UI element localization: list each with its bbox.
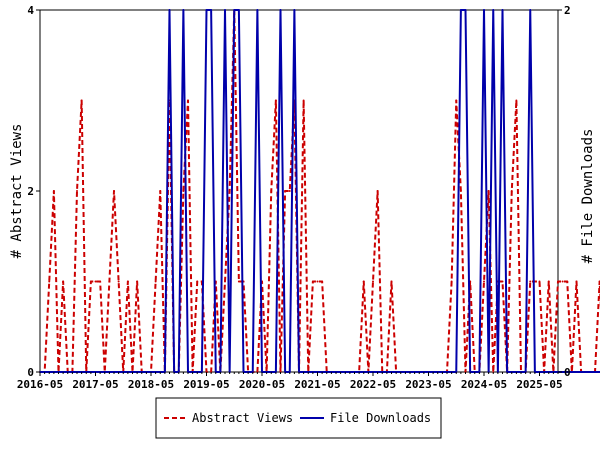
data-point	[108, 280, 111, 283]
data-point	[589, 371, 592, 373]
data-point	[62, 280, 65, 283]
data-point	[233, 9, 236, 11]
data-point	[284, 190, 287, 192]
data-point	[274, 99, 277, 102]
x-tick-label: 2019-05	[183, 378, 229, 391]
axis-layer: 2016-05 2017-05 2018-05 2019-05 2020-05 2021-…	[17, 4, 571, 391]
data-point	[580, 371, 583, 373]
data-point	[168, 9, 171, 11]
data-point	[584, 371, 587, 373]
data-point	[270, 190, 273, 192]
data-point	[154, 280, 157, 283]
y-left-tick-label: 2	[27, 185, 34, 198]
data-point	[182, 190, 185, 192]
y-left-tick-label: 4	[27, 4, 34, 17]
data-point	[136, 280, 139, 283]
data-point	[566, 371, 569, 373]
y-right-tick-label: 2	[564, 4, 571, 17]
data-point	[99, 280, 102, 283]
data-point	[89, 280, 92, 283]
data-point	[362, 280, 365, 283]
data-point	[302, 99, 305, 102]
data-point	[515, 99, 518, 102]
data-point	[547, 280, 550, 283]
data-point	[256, 9, 259, 11]
data-point	[311, 280, 314, 283]
legend-label-file-downloads: File Downloads	[330, 411, 431, 425]
data-point	[224, 280, 226, 283]
data-point	[288, 190, 291, 192]
data-point	[459, 9, 462, 11]
x-tick-label: 2022-05	[350, 378, 396, 391]
data-point	[529, 280, 532, 283]
data-point	[94, 280, 97, 283]
data-point	[228, 190, 231, 192]
data-point	[52, 190, 55, 192]
data-point	[187, 99, 189, 102]
y-right-axis-title: # File Downloads	[580, 129, 596, 264]
data-point	[205, 9, 208, 11]
x-tick-label: 2025-05	[516, 378, 562, 391]
x-tick-label: 2023-05	[405, 378, 451, 391]
data-point	[510, 190, 513, 192]
data-point	[321, 280, 324, 283]
data-point	[464, 9, 467, 11]
data-point	[159, 190, 162, 192]
series-line-file-downloads	[40, 9, 600, 373]
data-point	[570, 371, 573, 373]
x-tick-label: 2017-05	[72, 378, 118, 391]
data-point	[501, 280, 504, 283]
data-point	[557, 280, 559, 283]
x-tick-label: 2021-05	[294, 378, 340, 391]
data-point	[538, 280, 541, 283]
series-line-abstract-views	[40, 9, 600, 373]
data-point	[376, 190, 379, 192]
data-point	[459, 190, 462, 192]
data-point	[483, 9, 485, 11]
x-tick-label: 2024-05	[461, 378, 507, 391]
data-point	[279, 9, 282, 11]
data-point	[561, 371, 564, 373]
data-point	[196, 280, 199, 283]
x-tick-label: 2020-05	[239, 378, 285, 391]
y-left-tick-label: 0	[27, 366, 34, 379]
data-point	[594, 371, 596, 373]
data-point	[237, 9, 240, 11]
data-point	[455, 99, 458, 102]
data-point	[575, 371, 578, 373]
y-left-axis-title: # Abstract Views	[9, 124, 25, 259]
data-point	[293, 9, 296, 11]
legend: Abstract Views File Downloads	[155, 397, 442, 439]
data-point	[390, 280, 393, 283]
data-point	[117, 280, 120, 283]
data-point	[48, 280, 51, 283]
data-point	[561, 280, 564, 283]
data-point	[575, 280, 578, 283]
x-tick-label: 2016-05	[17, 378, 63, 391]
data-point	[372, 280, 374, 283]
data-point	[450, 280, 453, 283]
data-point	[113, 190, 115, 192]
data-point	[529, 9, 532, 11]
data-point	[224, 9, 226, 11]
data-point	[501, 9, 504, 11]
x-tick-label: 2018-05	[128, 378, 174, 391]
data-point	[182, 9, 185, 11]
legend-label-abstract-views: Abstract Views	[192, 411, 293, 425]
data-point	[483, 280, 485, 283]
data-point	[316, 280, 319, 283]
data-point	[237, 280, 240, 283]
data-point	[210, 9, 213, 11]
data-point	[126, 280, 129, 283]
data-point	[80, 99, 83, 102]
data-point	[566, 280, 569, 283]
legend-box	[155, 397, 442, 439]
data-point	[76, 190, 78, 192]
y-right-tick-label: 0	[564, 366, 571, 379]
data-point	[487, 190, 490, 192]
data-point	[492, 9, 495, 11]
